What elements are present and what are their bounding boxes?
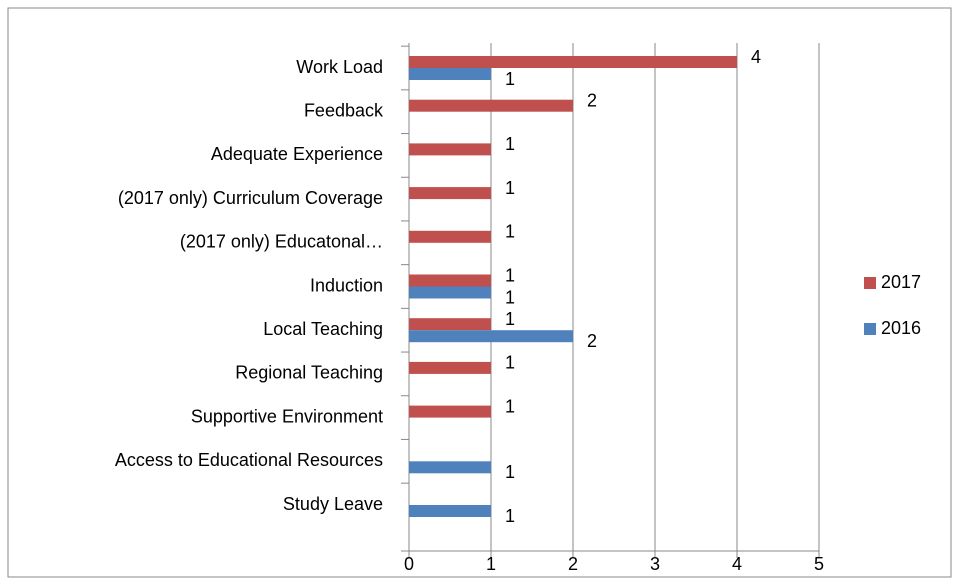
x-tick-label: 1 bbox=[486, 554, 496, 574]
y-tick-label: Feedback bbox=[304, 100, 384, 120]
y-tick-label: Supportive Environment bbox=[191, 406, 383, 426]
y-tick-label: (2017 only) Educatonal… bbox=[180, 232, 383, 252]
data-label: 2 bbox=[587, 331, 597, 351]
bar bbox=[409, 330, 573, 343]
bar bbox=[409, 286, 491, 299]
data-label: 1 bbox=[505, 353, 515, 373]
bar bbox=[409, 318, 491, 331]
bar bbox=[409, 187, 491, 200]
y-tick-label: Access to Educational Resources bbox=[115, 450, 383, 470]
x-tick-label: 4 bbox=[732, 554, 742, 574]
x-tick-label: 3 bbox=[650, 554, 660, 574]
data-label: 4 bbox=[751, 47, 761, 67]
legend-swatch bbox=[864, 323, 876, 335]
y-tick-label: Study Leave bbox=[283, 494, 383, 514]
bar bbox=[409, 230, 491, 243]
data-label: 2 bbox=[587, 90, 597, 110]
legend-swatch bbox=[864, 277, 876, 289]
data-label: 1 bbox=[505, 69, 515, 89]
legend-label: 2017 bbox=[881, 272, 921, 292]
y-tick-label: Work Load bbox=[296, 57, 383, 77]
bar bbox=[409, 99, 573, 112]
data-label: 1 bbox=[505, 222, 515, 242]
data-label: 1 bbox=[505, 309, 515, 329]
bar bbox=[409, 56, 737, 68]
data-label: 1 bbox=[505, 506, 515, 526]
data-label: 1 bbox=[505, 265, 515, 285]
data-label: 1 bbox=[505, 396, 515, 416]
y-tick-label: Adequate Experience bbox=[211, 144, 383, 164]
data-label: 1 bbox=[505, 178, 515, 198]
bar bbox=[409, 405, 491, 418]
x-tick-label: 5 bbox=[814, 554, 824, 574]
y-tick-label: (2017 only) Curriculum Coverage bbox=[118, 188, 383, 208]
x-tick-label: 2 bbox=[568, 554, 578, 574]
data-label: 1 bbox=[505, 462, 515, 482]
bar bbox=[409, 68, 491, 80]
data-label: 1 bbox=[505, 134, 515, 154]
y-tick-label: Regional Teaching bbox=[235, 363, 383, 383]
bar bbox=[409, 461, 491, 474]
bar bbox=[409, 274, 491, 287]
legend-label: 2016 bbox=[881, 318, 921, 338]
y-tick-label: Induction bbox=[310, 275, 383, 295]
x-tick-label: 0 bbox=[404, 554, 414, 574]
bar bbox=[409, 361, 491, 374]
bar bbox=[409, 505, 491, 517]
bar bbox=[409, 143, 491, 156]
data-label: 1 bbox=[505, 287, 515, 307]
y-tick-label: Local Teaching bbox=[263, 319, 383, 339]
